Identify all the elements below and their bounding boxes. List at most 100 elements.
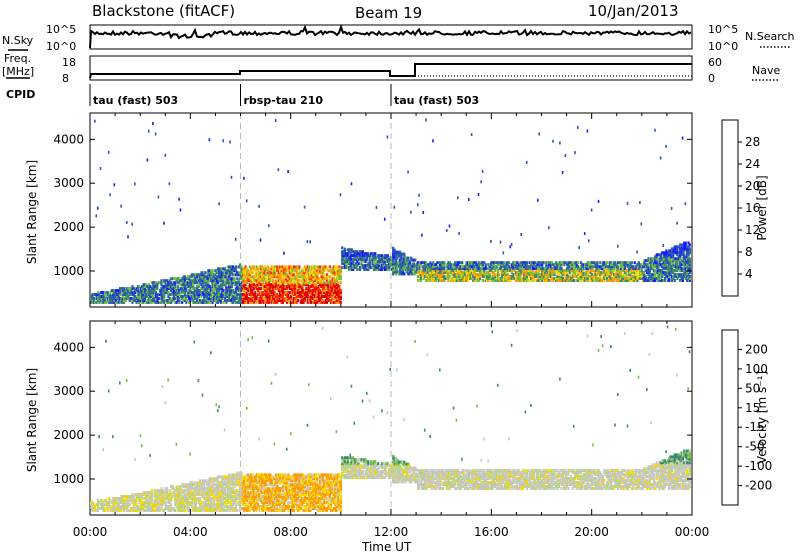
heatmap-cell <box>211 269 213 272</box>
heatmap-cell <box>634 261 636 264</box>
heatmap-cell <box>194 481 196 484</box>
heatmap-cell <box>636 251 638 254</box>
colorbar-tick-label: 4 <box>745 267 753 281</box>
heatmap-cell <box>287 170 289 173</box>
heatmap-cell <box>170 503 172 506</box>
heatmap-cell <box>457 196 459 199</box>
heatmap-cell <box>508 261 510 264</box>
heatmap-cell <box>189 453 191 456</box>
heatmap-cell <box>298 265 300 268</box>
heatmap-cell <box>468 198 470 201</box>
heatmap-cell <box>573 279 575 282</box>
heatmap-cell <box>120 205 122 208</box>
y-tick-label: 3000 <box>53 176 84 190</box>
heatmap-cell <box>278 168 280 171</box>
heatmap-cell <box>268 224 270 227</box>
heatmap-cell <box>151 489 153 492</box>
heatmap-cell <box>421 234 423 237</box>
heatmap-cell <box>599 261 601 264</box>
freq-bottom-tick: 8 <box>62 72 69 85</box>
heatmap-cell <box>598 200 600 203</box>
heatmap-cell <box>97 207 99 210</box>
heatmap-cell <box>574 151 576 154</box>
heatmap-cell <box>689 247 691 250</box>
heatmap-cell <box>229 141 231 144</box>
station-title: Blackstone (fitACF) <box>92 2 235 20</box>
heatmap-cell <box>587 130 589 133</box>
heatmap-cell <box>403 253 405 256</box>
nsky-bottom-tick: 10^0 <box>46 40 76 53</box>
heatmap-cell <box>689 275 691 278</box>
heatmap-cell <box>577 126 579 129</box>
nsearch-top-tick: 10^5 <box>708 23 738 36</box>
freq-label-2: [MHz] <box>2 65 34 78</box>
y-tick-label: 1000 <box>53 264 84 278</box>
heatmap-cell <box>627 261 629 264</box>
heatmap-cell <box>423 211 425 214</box>
heatmap-cell <box>297 299 299 302</box>
nave-top-tick: 60 <box>708 56 722 69</box>
heatmap-cell <box>289 291 291 294</box>
heatmap-cell <box>112 435 114 438</box>
heatmap-cell <box>198 379 200 382</box>
heatmap-cell <box>246 199 248 202</box>
heatmap-cell <box>275 119 277 122</box>
cpid-segment-label: tau (fast) 503 <box>394 94 479 107</box>
heatmap-cell <box>169 489 171 492</box>
heatmap-cell <box>126 221 128 224</box>
heatmap-cell <box>340 281 342 284</box>
heatmap-cell <box>425 118 427 121</box>
heatmap-cell <box>165 501 167 504</box>
nsearch-label: N.Search <box>745 30 795 43</box>
heatmap-cell <box>166 487 168 490</box>
heatmap-cell <box>340 193 342 196</box>
heatmap-cell <box>329 275 331 278</box>
heatmap-cell <box>209 138 211 141</box>
heatmap-cell <box>178 198 180 201</box>
heatmap-cell <box>443 261 445 264</box>
heatmap-cell <box>98 435 100 438</box>
y-tick-label: 4000 <box>53 132 84 146</box>
heatmap-cell <box>254 291 256 294</box>
heatmap-cell <box>194 341 196 344</box>
heatmap-cell <box>606 261 608 264</box>
heatmap-cell <box>107 291 109 294</box>
heatmap-cell <box>108 151 110 154</box>
heatmap-cell <box>654 129 656 132</box>
freq-top-tick: 18 <box>62 56 76 69</box>
heatmap-cell <box>243 177 245 180</box>
heatmap-cell <box>387 254 389 257</box>
heatmap-cell <box>126 379 128 382</box>
heatmap-cell <box>482 279 484 282</box>
heatmap-cell <box>627 202 629 205</box>
heatmap-cell <box>639 201 641 204</box>
beam-title: Beam 19 <box>355 4 422 22</box>
heatmap-cell <box>341 246 343 249</box>
heatmap-cell <box>258 205 260 208</box>
nave-label: Nave <box>752 64 780 77</box>
heatmap-cell <box>177 285 179 288</box>
heatmap-cell <box>285 265 287 268</box>
heatmap-cell <box>235 265 237 268</box>
heatmap-cell <box>340 301 342 304</box>
heatmap-cell <box>102 448 104 451</box>
nsky-label: N.Sky <box>2 34 34 47</box>
heatmap-cell <box>509 245 511 248</box>
heatmap-cell <box>394 206 396 209</box>
colorbar-tick-label: 28 <box>745 135 760 149</box>
colorbar-frame <box>722 120 738 296</box>
heatmap-cell <box>526 261 528 264</box>
heatmap-cell <box>129 503 131 506</box>
heatmap-cell <box>140 434 142 437</box>
heatmap-cell <box>234 277 236 280</box>
heatmap-cell <box>216 403 218 406</box>
heatmap-cell <box>498 273 500 276</box>
heatmap-cell <box>100 167 102 170</box>
heatmap-cell <box>559 142 561 145</box>
heatmap-cell <box>552 140 554 143</box>
heatmap-cell <box>689 257 691 260</box>
heatmap-cell <box>260 239 262 242</box>
heatmap-cell <box>340 289 342 292</box>
heatmap-cell <box>134 458 136 461</box>
